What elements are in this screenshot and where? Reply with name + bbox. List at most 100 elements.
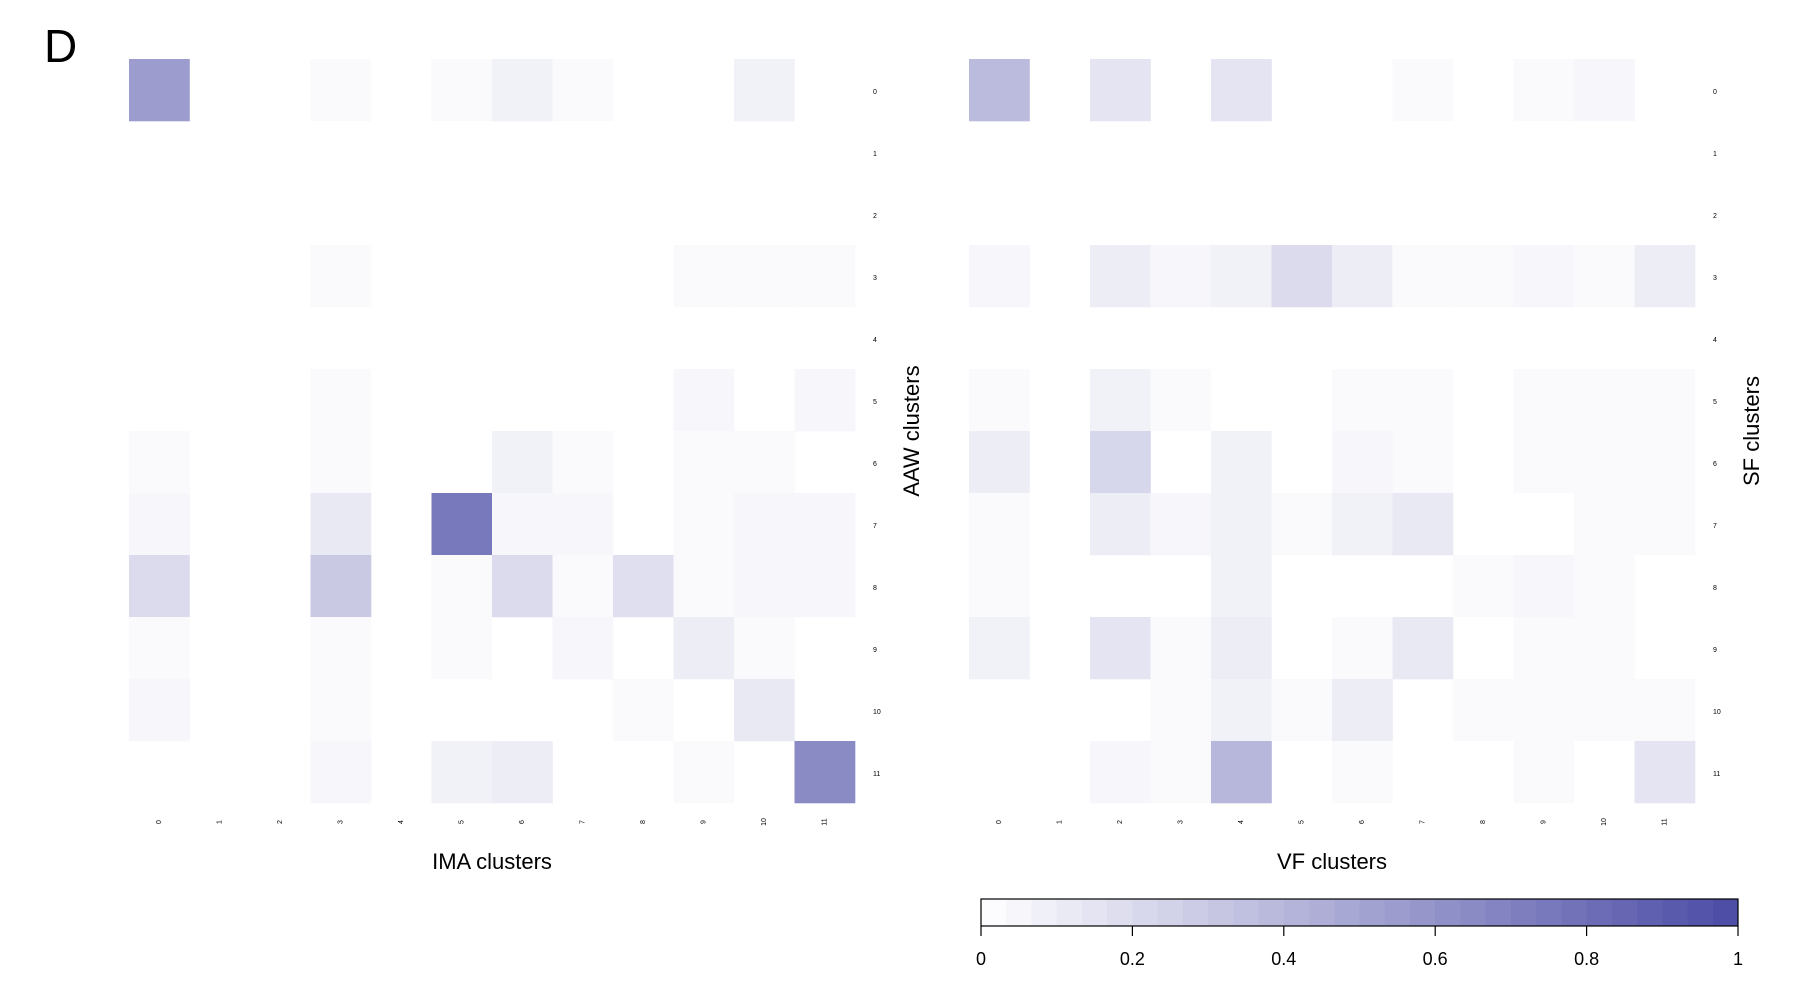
legend-tick-label: 1 <box>1733 949 1743 969</box>
heatmap-cell <box>1392 369 1454 432</box>
legend-tick-label: 0.6 <box>1423 949 1448 969</box>
x-tick-label: 2 <box>277 820 284 824</box>
heatmap-cell <box>673 369 735 432</box>
heatmap-cell <box>1574 59 1635 122</box>
heatmap-cell <box>1574 555 1635 618</box>
x-tick-label: 2 <box>1117 820 1124 824</box>
heatmap-cell <box>552 617 614 680</box>
y-axis-label: AAW clusters <box>899 365 924 496</box>
heatmap-cell <box>1392 245 1454 308</box>
heatmap-cell <box>1150 369 1212 432</box>
legend-tick-label: 0.2 <box>1120 949 1145 969</box>
heatmap-vf-sf: 0 1 2 3 4 5 6 7 8 9 10 11 0 1 2 3 4 5 6 7 8 9 10 11 VF clusters S… <box>969 59 1764 874</box>
legend-tick-label: 0.4 <box>1271 949 1296 969</box>
heatmap-cell <box>1332 741 1393 804</box>
x-tick-label: 9 <box>701 820 708 824</box>
y-tick-label: 3 <box>1713 275 1717 282</box>
x-tick-label: 4 <box>398 820 405 824</box>
heatmap-cell <box>1211 245 1272 308</box>
heatmap-cell <box>1634 245 1696 308</box>
heatmap-cell <box>310 59 372 122</box>
y-tick-label: 9 <box>873 647 877 654</box>
heatmap-cell <box>1453 555 1514 618</box>
heatmap-cell <box>310 369 372 432</box>
x-tick-label: 10 <box>761 818 768 826</box>
heatmap-cell <box>1332 431 1393 494</box>
heatmap-cell <box>310 555 372 618</box>
heatmap-cell <box>1574 617 1635 680</box>
legend-tick-label: 0 <box>976 949 986 969</box>
x-tick-label: 3 <box>1178 820 1185 824</box>
heatmap-cell <box>310 679 372 742</box>
heatmap-cell <box>794 493 856 556</box>
heatmap-cell <box>1332 679 1393 742</box>
heatmap-cell <box>673 431 735 494</box>
heatmap-cell <box>1090 59 1151 122</box>
heatmap-cell <box>1090 741 1151 804</box>
heatmap-cell <box>1634 431 1696 494</box>
heatmap-cell <box>1392 617 1454 680</box>
y-tick-label: 10 <box>1713 709 1721 716</box>
y-tick-label: 2 <box>873 213 877 220</box>
x-tick-label: 5 <box>1299 820 1306 824</box>
heatmap-cell <box>431 741 493 804</box>
heatmap-cell <box>734 245 795 308</box>
heatmap-cell <box>1332 493 1393 556</box>
heatmap-cell <box>431 617 493 680</box>
color-legend: 0 0.2 0.4 0.6 0.8 1 <box>976 898 1743 969</box>
heatmap-cell <box>969 431 1030 494</box>
heatmap-cell <box>1634 369 1696 432</box>
heatmap-cell <box>673 555 735 618</box>
x-axis-label: IMA clusters <box>432 849 552 874</box>
x-tick-label: 9 <box>1541 820 1548 824</box>
y-tick-label: 5 <box>1713 399 1717 406</box>
heatmap-cell <box>1513 555 1575 618</box>
heatmap-cell <box>1392 493 1454 556</box>
y-tick-label: 11 <box>873 771 880 778</box>
legend-color-bar <box>980 898 1739 927</box>
heatmap-cell <box>1150 679 1212 742</box>
heatmap-cell <box>1150 741 1212 804</box>
y-tick-label: 7 <box>873 523 877 530</box>
heatmap-cell <box>1574 369 1635 432</box>
y-tick-label: 0 <box>873 89 877 96</box>
y-tick-label: 6 <box>1713 461 1717 468</box>
heatmap-cell <box>1392 431 1454 494</box>
heatmap-cell <box>613 679 674 742</box>
heatmap-cell <box>129 617 190 680</box>
x-tick-label: 8 <box>640 820 647 824</box>
heatmap-cell <box>1332 245 1393 308</box>
x-tick-label: 5 <box>459 820 466 824</box>
heatmap-cell <box>969 369 1030 432</box>
x-axis-label: VF clusters <box>1277 849 1387 874</box>
heatmap-cell <box>431 59 493 122</box>
heatmap-cell <box>552 555 614 618</box>
y-tick-label: 5 <box>873 399 877 406</box>
heatmap-cell <box>1574 679 1635 742</box>
heatmap-cell <box>794 245 856 308</box>
y-axis-label: SF clusters <box>1739 376 1764 486</box>
heatmap-cell <box>310 245 372 308</box>
y-tick-label: 11 <box>1713 771 1720 778</box>
heatmap-cell <box>1090 431 1151 494</box>
heatmap-cell <box>673 617 735 680</box>
heatmap-cell <box>1453 679 1514 742</box>
y-tick-label: 10 <box>873 709 881 716</box>
x-tick-label: 0 <box>156 820 163 824</box>
heatmap-cell <box>492 59 553 122</box>
heatmap-cell <box>969 555 1030 618</box>
heatmap-cell <box>552 493 614 556</box>
heatmap-cell <box>673 493 735 556</box>
heatmap-cell <box>1513 679 1575 742</box>
y-tick-label: 8 <box>873 585 877 592</box>
heatmap-cell <box>1634 679 1696 742</box>
y-tick-label: 7 <box>1713 523 1717 530</box>
x-tick-label: 1 <box>1057 820 1064 824</box>
heatmap-cell <box>1211 617 1272 680</box>
heatmap-cell <box>734 555 795 618</box>
heatmap-cell <box>1574 431 1635 494</box>
heatmap-cell <box>734 617 795 680</box>
heatmap-cell <box>613 555 674 618</box>
heatmap-cell <box>1574 493 1635 556</box>
